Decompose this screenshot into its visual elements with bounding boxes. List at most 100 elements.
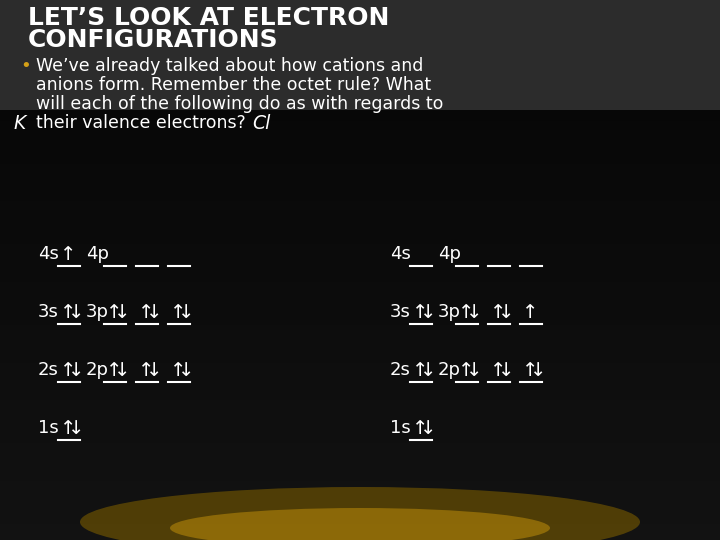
Bar [0, 309, 720, 314]
Text: ↑: ↑ [490, 303, 506, 322]
Text: ↓: ↓ [68, 303, 84, 322]
Text: 3p: 3p [86, 303, 109, 321]
Text: ↑: ↑ [138, 361, 154, 380]
Bar [0, 212, 720, 218]
Bar [0, 223, 720, 228]
Text: ↓: ↓ [146, 361, 163, 380]
Text: ↑: ↑ [458, 361, 474, 380]
Text: LET’S LOOK AT ELECTRON: LET’S LOOK AT ELECTRON [28, 6, 390, 30]
Text: ↓: ↓ [420, 361, 436, 380]
Bar [0, 218, 720, 223]
Bar [0, 298, 720, 303]
Text: ↓: ↓ [466, 303, 482, 322]
Text: ↓: ↓ [498, 303, 514, 322]
Bar [0, 384, 720, 389]
Bar [0, 491, 720, 497]
Text: ↑: ↑ [458, 303, 474, 322]
Bar [0, 454, 720, 460]
Text: ↑: ↑ [522, 361, 539, 380]
Bar [0, 249, 720, 255]
Bar [0, 234, 720, 239]
Text: CONFIGURATIONS: CONFIGURATIONS [28, 28, 279, 52]
Bar [0, 529, 720, 535]
Bar [0, 271, 720, 276]
Text: 4p: 4p [86, 245, 109, 263]
Text: ↓: ↓ [466, 361, 482, 380]
Bar [0, 191, 720, 196]
Text: ↓: ↓ [178, 303, 194, 322]
Bar [0, 373, 720, 379]
Bar [0, 379, 720, 384]
Text: ↓: ↓ [420, 303, 436, 322]
Bar [0, 121, 720, 126]
Text: ↑: ↑ [60, 361, 76, 380]
Text: ↑: ↑ [490, 361, 506, 380]
Text: 1s: 1s [390, 419, 410, 437]
Bar [0, 347, 720, 352]
Bar [0, 476, 720, 481]
Bar [0, 0, 720, 110]
Text: ↑: ↑ [60, 245, 76, 264]
Bar [0, 535, 720, 540]
Bar [0, 433, 720, 438]
Text: We’ve already talked about how cations and: We’ve already talked about how cations a… [36, 57, 423, 75]
Bar [0, 137, 720, 142]
Bar [0, 341, 720, 347]
Text: ↓: ↓ [146, 303, 163, 322]
Bar [0, 406, 720, 411]
Bar [0, 185, 720, 191]
Bar [0, 293, 720, 298]
Bar [0, 228, 720, 234]
Ellipse shape [170, 508, 550, 540]
Bar [0, 276, 720, 282]
Text: ↓: ↓ [114, 303, 130, 322]
Text: 3s: 3s [38, 303, 59, 321]
Bar [0, 110, 720, 116]
Bar [0, 158, 720, 164]
Bar [0, 443, 720, 449]
Bar [0, 363, 720, 368]
Bar [0, 524, 720, 529]
Text: ↑: ↑ [412, 361, 428, 380]
Text: ↑: ↑ [170, 361, 186, 380]
Bar [0, 245, 720, 249]
Bar [0, 303, 720, 309]
Text: ↓: ↓ [114, 361, 130, 380]
Text: 2p: 2p [438, 361, 461, 379]
Bar [0, 147, 720, 153]
Text: ↑: ↑ [106, 361, 122, 380]
Bar [0, 336, 720, 341]
Bar [0, 395, 720, 400]
Text: ↑: ↑ [60, 303, 76, 322]
Bar [0, 207, 720, 212]
Text: 4s: 4s [390, 245, 411, 263]
Bar [0, 116, 720, 121]
Bar [0, 287, 720, 293]
Text: ↓: ↓ [498, 361, 514, 380]
Bar [0, 142, 720, 147]
Text: 3p: 3p [438, 303, 461, 321]
Bar [0, 470, 720, 476]
Bar [0, 169, 720, 174]
Bar [0, 180, 720, 185]
Text: ↓: ↓ [68, 361, 84, 380]
Text: ↓: ↓ [68, 419, 84, 438]
Bar [0, 196, 720, 201]
Text: 2s: 2s [390, 361, 411, 379]
Bar [0, 427, 720, 433]
Bar [0, 422, 720, 427]
Text: 2s: 2s [38, 361, 59, 379]
Text: 3s: 3s [390, 303, 411, 321]
Text: ↑: ↑ [60, 419, 76, 438]
Text: ↓: ↓ [530, 361, 546, 380]
Bar [0, 460, 720, 465]
Bar [0, 438, 720, 443]
Text: 4s: 4s [38, 245, 59, 263]
Text: anions form. Remember the octet rule? What: anions form. Remember the octet rule? Wh… [36, 76, 431, 94]
Text: ↓: ↓ [420, 419, 436, 438]
Text: will each of the following do as with regards to: will each of the following do as with re… [36, 95, 444, 113]
Bar [0, 486, 720, 491]
Bar [0, 255, 720, 260]
Text: K: K [14, 114, 26, 133]
Bar [0, 400, 720, 406]
